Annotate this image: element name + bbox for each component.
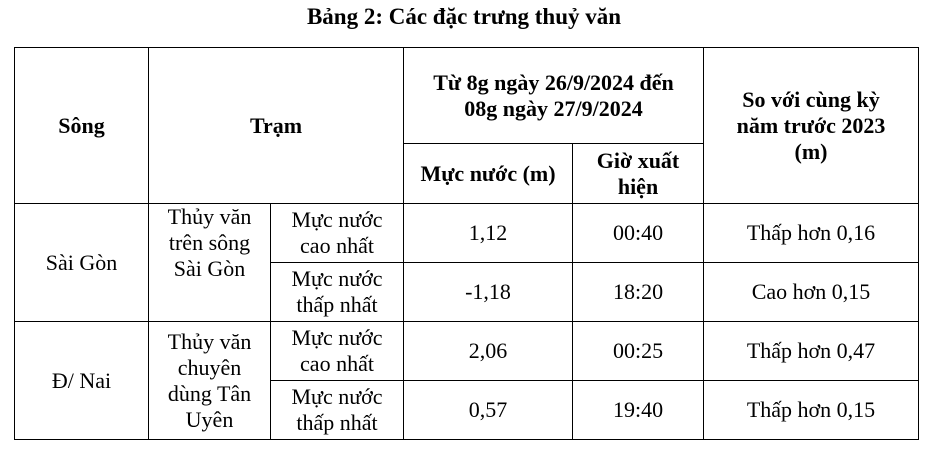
type-cell: Mực nước cao nhất — [269, 321, 405, 381]
river-cell: Đ/ Nai — [14, 321, 149, 440]
compare-cell: Cao hơn 0,15 — [703, 262, 920, 322]
time-cell: 19:40 — [572, 380, 705, 440]
type-cell: Mực nước cao nhất — [269, 203, 405, 263]
header-cell: Từ 8g ngày 26/9/2024 đến 08g ngày 27/9/2… — [403, 47, 705, 144]
river-cell: Sài Gòn — [14, 203, 149, 322]
compare-cell: Thấp hơn 0,15 — [703, 380, 920, 440]
table: Sông Trạm Từ 8g ngày 26/9/2024 đến 08g n… — [14, 47, 920, 440]
compare-cell: Thấp hơn 0,16 — [703, 203, 920, 263]
header-row: Sông Trạm Từ 8g ngày 26/9/2024 đến 08g n… — [14, 47, 920, 204]
row: Mực nước thấp nhất 0,57 19:40 Thấp hơn 0… — [15, 380, 920, 440]
header-cell: Mực nước (m) — [403, 143, 574, 204]
header-cell: Giờ xuất hiện — [572, 143, 705, 204]
table-title: Bảng 2: Các đặc trưng thuỷ văn — [306, 4, 622, 29]
header-cell: Sông — [14, 47, 149, 204]
type-cell: Mực nước thấp nhất — [269, 262, 405, 322]
row: Sài Gòn Thủy văn trên sông Sài Gòn Mực n… — [14, 203, 920, 322]
time-cell: 00:40 — [572, 203, 705, 263]
compare-cell: Thấp hơn 0,47 — [703, 321, 920, 381]
header-row: Mực nước (m) Giờ xuất hiện — [15, 143, 919, 204]
level-cell: 1,12 — [403, 203, 574, 263]
row: Đ/ Nai Thủy văn chuyên dùng Tân Uyên Mực… — [14, 321, 920, 440]
level-cell: 2,06 — [403, 321, 574, 381]
level-cell: 0,57 — [403, 380, 574, 440]
row: Mực nước thấp nhất -1,18 18:20 Cao hơn 0… — [15, 262, 920, 322]
time-cell: 00:25 — [572, 321, 705, 381]
header-cell: Trạm — [147, 47, 405, 204]
time-cell: 18:20 — [572, 262, 705, 322]
header-cell: So với cùng kỳ năm trước 2023 (m) — [703, 47, 920, 204]
station-cell: Thủy văn trên sông Sài Gòn — [148, 203, 271, 322]
level-cell: -1,18 — [403, 262, 574, 322]
type-cell: Mực nước thấp nhất — [269, 380, 405, 440]
station-cell: Thủy văn chuyên dùng Tân Uyên — [148, 321, 271, 440]
